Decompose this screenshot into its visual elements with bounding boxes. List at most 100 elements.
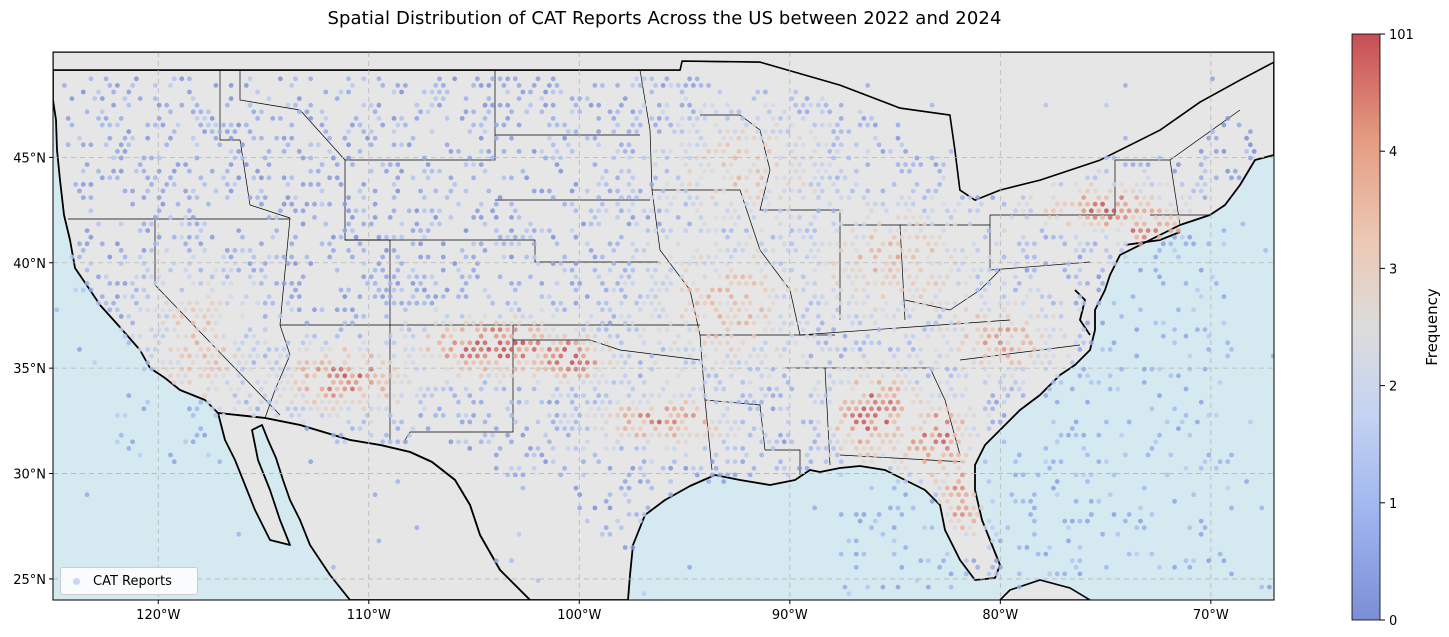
hexbin-cell	[1172, 340, 1177, 346]
hexbin-cell	[1035, 287, 1041, 293]
hexbin-cell	[656, 287, 662, 293]
hexbin-cell	[77, 188, 82, 194]
hexbin-cell	[1123, 518, 1128, 524]
hexbin-cell	[293, 380, 298, 385]
hexbin-cell	[187, 168, 192, 174]
hexbin-cell	[1229, 571, 1234, 577]
hexbin-cell	[456, 294, 461, 299]
hexbin-cell	[296, 347, 302, 352]
hexbin-cell	[956, 518, 961, 524]
hexbin-cell	[152, 175, 158, 181]
hexbin-cell	[410, 267, 416, 273]
hexbin-cell	[372, 492, 378, 498]
hexbin-cell	[709, 300, 715, 306]
hexbin-cell	[679, 274, 685, 280]
hexbin-cell	[1213, 175, 1219, 181]
hexbin-cell	[187, 208, 192, 214]
hexbin-cell	[713, 241, 719, 247]
hexbin-cell	[395, 281, 401, 286]
hexbin-cell	[808, 248, 814, 253]
hexbin-cell	[1077, 545, 1083, 550]
hexbin-cell	[861, 419, 867, 425]
hexbin-cell	[914, 274, 920, 280]
hexbin-cell	[281, 201, 287, 207]
hexbin-cell	[429, 168, 435, 174]
hexbin-cell	[512, 353, 518, 359]
hexbin-cell	[596, 195, 602, 201]
hexbin-cell	[982, 525, 988, 531]
colorbar-tick-label: 3	[1389, 262, 1397, 277]
hexbin-cell	[914, 221, 920, 227]
hexbin-cell	[944, 380, 950, 385]
hexbin-cell	[206, 347, 211, 352]
hexbin-cell	[77, 135, 82, 141]
hexbin-cell	[236, 360, 242, 365]
hexbin-cell	[1058, 459, 1064, 465]
hexbin-cell	[592, 254, 598, 260]
hexbin-cell	[846, 129, 852, 135]
hexbin-cell	[861, 314, 867, 319]
hexbin-cell	[910, 439, 916, 445]
hexbin-cell	[876, 406, 882, 412]
hexbin-cell	[861, 287, 867, 293]
hexbin-cell	[459, 327, 465, 332]
hexbin-cell	[206, 399, 211, 405]
hexbin-cell	[755, 353, 761, 359]
hexbin-cell	[653, 294, 658, 299]
hexbin-cell	[471, 399, 476, 405]
hexbin-cell	[285, 406, 291, 412]
hexbin-cell	[425, 254, 431, 260]
hexbin-cell	[706, 426, 711, 431]
hexbin-cell	[918, 426, 924, 431]
hexbin-cell	[422, 274, 427, 280]
hexbin-cell	[816, 168, 821, 174]
hexbin-cell	[626, 393, 632, 398]
hexbin-cell	[1115, 228, 1121, 234]
hexbin-cell	[141, 406, 147, 412]
hexbin-cell	[732, 314, 738, 319]
hexbin-cell	[615, 149, 620, 154]
hexbin-cell	[751, 399, 757, 405]
hexbin-cell	[255, 406, 260, 412]
hexbin-cell	[270, 406, 276, 412]
hexbin-cell	[630, 241, 636, 247]
hexbin-cell	[876, 380, 882, 385]
hexbin-cell	[1195, 287, 1200, 293]
hexbin-cell	[334, 399, 340, 405]
hexbin-cell	[1016, 201, 1022, 207]
hexbin-cell	[611, 248, 617, 253]
hexbin-cell	[1213, 149, 1219, 154]
hexbin-cell	[323, 129, 329, 135]
hexbin-cell	[596, 393, 602, 398]
hexbin-cell	[876, 221, 882, 227]
hexbin-cell	[478, 135, 484, 141]
hexbin-cell	[209, 380, 215, 385]
hexbin-cell	[1138, 518, 1143, 524]
hexbin-cell	[281, 254, 287, 260]
hexbin-cell	[190, 307, 196, 313]
hexbin-cell	[967, 195, 973, 201]
hexbin-cell	[482, 168, 488, 174]
hexbin-cell	[774, 465, 780, 471]
hexbin-cell	[785, 340, 791, 346]
hexbin-cell	[493, 426, 499, 431]
hexbin-cell	[1039, 228, 1045, 234]
hexbin-cell	[793, 287, 799, 293]
hexbin-cell	[118, 432, 124, 438]
hexbin-cell	[656, 314, 662, 319]
hexbin-cell	[846, 314, 852, 319]
hexbin-cell	[1179, 195, 1185, 201]
hexbin-cell	[1020, 472, 1026, 478]
hexbin-cell	[1032, 531, 1037, 537]
hexbin-cell	[641, 459, 647, 465]
hexbin-cell	[971, 531, 977, 537]
hexbin-cell	[126, 446, 132, 451]
hexbin-cell	[694, 142, 700, 148]
hexbin-cell	[1024, 294, 1030, 299]
hexbin-cell	[539, 188, 545, 194]
hexbin-cell	[611, 155, 617, 161]
hexbin-cell	[1024, 241, 1030, 247]
hexbin-cell	[1145, 201, 1151, 207]
hexbin-cell	[819, 399, 825, 405]
hexbin-cell	[603, 327, 609, 332]
